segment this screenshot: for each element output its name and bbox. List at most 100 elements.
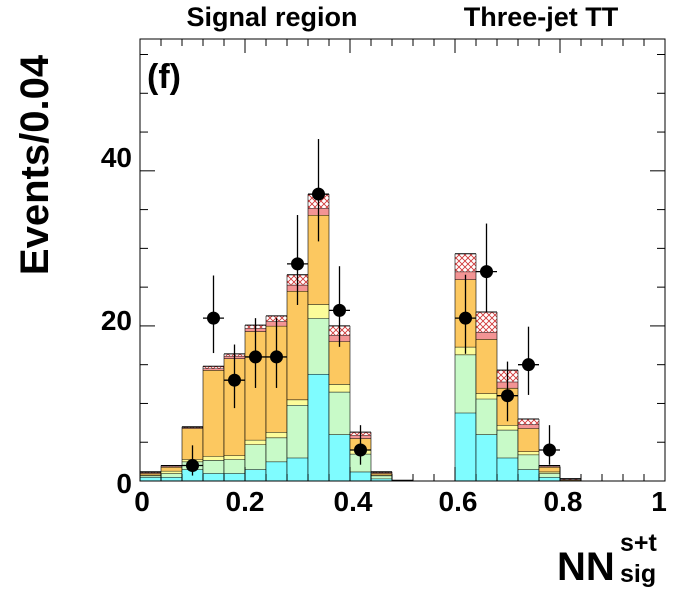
histogram-bin — [307, 193, 330, 481]
green-layer — [371, 475, 392, 479]
histogram-bin — [328, 325, 351, 481]
cyan-layer — [224, 473, 245, 481]
yellow-layer — [266, 432, 287, 438]
histogram-bin — [160, 464, 183, 481]
y-tick-label: 40 — [101, 142, 132, 173]
histogram-bin — [370, 471, 393, 481]
uncertainty-band — [455, 253, 476, 272]
x-tick-label: 0.4 — [334, 486, 373, 517]
orange-layer — [308, 215, 329, 305]
uncertainty-band — [476, 311, 497, 333]
cyan-layer — [245, 469, 266, 481]
region-label-signal: Signal region — [186, 2, 357, 32]
data-marker — [270, 350, 283, 364]
data-point — [182, 445, 203, 476]
data-point — [539, 425, 560, 465]
data-marker — [291, 257, 304, 271]
green-layer — [140, 475, 161, 478]
data-marker — [522, 358, 535, 372]
histogram-bin — [139, 471, 162, 481]
x-axis-label-sub: sig — [620, 560, 656, 588]
green-layer — [455, 354, 476, 413]
data-marker — [480, 265, 493, 279]
data-point — [350, 425, 371, 465]
x-axis-label-main: NN — [557, 545, 615, 589]
uncertainty-band — [203, 366, 224, 369]
data-marker — [501, 389, 514, 403]
green-layer — [161, 473, 182, 478]
histogram-bin — [454, 253, 477, 481]
cyan-layer — [161, 477, 182, 481]
data-point — [266, 318, 287, 388]
data-marker — [312, 187, 325, 201]
x-tick-label: 0.8 — [544, 486, 583, 517]
green-layer — [497, 429, 518, 458]
orange-layer — [518, 428, 539, 452]
cyan-layer — [140, 477, 161, 481]
green-layer — [203, 460, 224, 474]
green-layer — [476, 398, 497, 435]
y-tick-label: 20 — [101, 305, 132, 336]
orange-layer — [161, 467, 182, 471]
yellow-layer — [224, 455, 245, 460]
cyan-layer — [476, 434, 497, 481]
orange-layer — [476, 339, 497, 394]
x-tick-labels: 0 0.2 0.4 0.6 0.8 1 — [134, 486, 667, 517]
x-tick-label: 1 — [651, 486, 667, 517]
data-marker — [186, 458, 199, 472]
data-point — [497, 361, 518, 422]
yellow-layer — [161, 470, 182, 474]
histogram-bin — [286, 274, 309, 481]
red-layer — [476, 332, 497, 340]
data-point — [287, 215, 308, 305]
cyan-layer — [539, 477, 560, 481]
plot-frame — [139, 38, 666, 482]
data-point — [518, 326, 539, 395]
orange-layer — [182, 428, 203, 460]
region-label-three-jet: Three-jet TT — [464, 2, 619, 32]
orange-layer — [140, 473, 161, 475]
histogram-bin — [538, 464, 561, 481]
x-axis-label: NN s+t sig — [557, 529, 658, 589]
cyan-layer — [203, 473, 224, 481]
data-point — [476, 223, 497, 312]
data-marker — [228, 373, 241, 387]
cyan-layer — [371, 478, 392, 481]
orange-layer — [539, 467, 560, 472]
data-point — [203, 275, 224, 354]
cyan-layer — [350, 471, 371, 481]
axis-ticks — [139, 39, 666, 482]
red-layer — [203, 368, 224, 371]
orange-layer — [203, 370, 224, 457]
green-layer — [539, 473, 560, 478]
cyan-layer — [329, 434, 350, 481]
yellow-layer — [245, 439, 266, 445]
yellow-layer — [497, 425, 518, 430]
data-point — [245, 318, 266, 388]
cyan-layer — [287, 457, 308, 481]
histogram-bin — [202, 365, 225, 481]
green-layer — [266, 437, 287, 462]
x-tick-label: 0 — [134, 486, 150, 517]
data-point — [455, 274, 476, 354]
data-marker — [459, 311, 472, 325]
cyan-layer — [308, 373, 329, 481]
data-marker — [354, 443, 367, 457]
y-axis-label: Events/0.04 — [13, 54, 57, 275]
green-layer — [287, 405, 308, 458]
yellow-layer — [329, 384, 350, 392]
cyan-layer — [266, 461, 287, 481]
yellow-layer — [539, 471, 560, 474]
data-marker — [333, 303, 346, 317]
data-point — [308, 139, 329, 242]
cyan-layer — [518, 469, 539, 481]
uncertainty-band — [518, 418, 539, 425]
green-layer — [245, 444, 266, 470]
yellow-layer — [287, 399, 308, 406]
green-layer — [518, 454, 539, 470]
x-tick-label: 0.6 — [439, 486, 478, 517]
x-axis-label-sup: s+t — [620, 529, 658, 557]
yellow-layer — [203, 456, 224, 461]
data-marker — [249, 350, 262, 364]
